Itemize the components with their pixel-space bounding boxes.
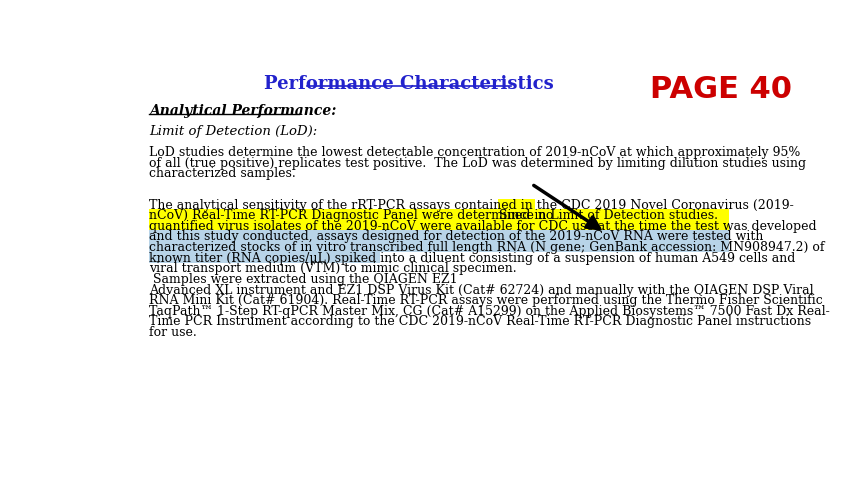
- Text: RNA Mini Kit (Cat# 61904). Real-Time RT-PCR assays were performed using the Ther: RNA Mini Kit (Cat# 61904). Real-Time RT-…: [149, 294, 822, 307]
- Text: Since no: Since no: [498, 209, 553, 222]
- Text: characterized samples.: characterized samples.: [149, 168, 296, 180]
- Text: Analytical Performance:: Analytical Performance:: [149, 104, 336, 118]
- Text: Samples were extracted using the QIAGEN EZ1: Samples were extracted using the QIAGEN …: [149, 273, 457, 286]
- FancyBboxPatch shape: [149, 241, 728, 252]
- Text: known titer (RNA copies/μL) spiked into a diluent consisting of a suspension of : known titer (RNA copies/μL) spiked into …: [149, 252, 795, 264]
- Text: quantified virus isolates of the 2019-nCoV were available for CDC use at the tim: quantified virus isolates of the 2019-nC…: [149, 220, 816, 233]
- Text: for use.: for use.: [149, 326, 197, 339]
- Text: viral transport medium (VTM) to mimic clinical specimen.: viral transport medium (VTM) to mimic cl…: [149, 262, 516, 275]
- Text: TaqPath™ 1-Step RT-qPCR Master Mix, CG (Cat# A15299) on the Applied Biosystems™ : TaqPath™ 1-Step RT-qPCR Master Mix, CG (…: [149, 305, 829, 318]
- Text: Time PCR Instrument according to the CDC 2019-nCoV Real-Time RT-PCR Diagnostic P: Time PCR Instrument according to the CDC…: [149, 315, 810, 328]
- Text: Limit of Detection (LoD):: Limit of Detection (LoD):: [149, 125, 317, 138]
- Text: The analytical sensitivity of the rRT-PCR assays contained in the CDC 2019 Novel: The analytical sensitivity of the rRT-PC…: [149, 199, 793, 212]
- Text: LoD studies determine the lowest detectable concentration of 2019-nCoV at which : LoD studies determine the lowest detecta…: [149, 146, 800, 159]
- Text: characterized stocks of in vitro transcribed full length RNA (N gene; GenBank ac: characterized stocks of in vitro transcr…: [149, 241, 824, 254]
- FancyBboxPatch shape: [149, 209, 728, 220]
- Text: nCoV) Real-Time RT-PCR Diagnostic Panel were determined in Limit of Detection st: nCoV) Real-Time RT-PCR Diagnostic Panel …: [149, 209, 722, 222]
- Text: of all (true positive) replicates test positive.  The LoD was determined by limi: of all (true positive) replicates test p…: [149, 157, 805, 170]
- Text: Advanced XL instrument and EZ1 DSP Virus Kit (Cat# 62724) and manually with the : Advanced XL instrument and EZ1 DSP Virus…: [149, 284, 813, 297]
- FancyBboxPatch shape: [149, 252, 380, 263]
- FancyBboxPatch shape: [149, 220, 728, 231]
- Text: PAGE 40: PAGE 40: [650, 74, 792, 104]
- Text: Performance Characteristics: Performance Characteristics: [264, 74, 554, 93]
- Text: and this study conducted, assays designed for detection of the 2019-nCoV RNA wer: and this study conducted, assays designe…: [149, 230, 763, 243]
- FancyBboxPatch shape: [149, 230, 728, 242]
- FancyBboxPatch shape: [497, 199, 534, 210]
